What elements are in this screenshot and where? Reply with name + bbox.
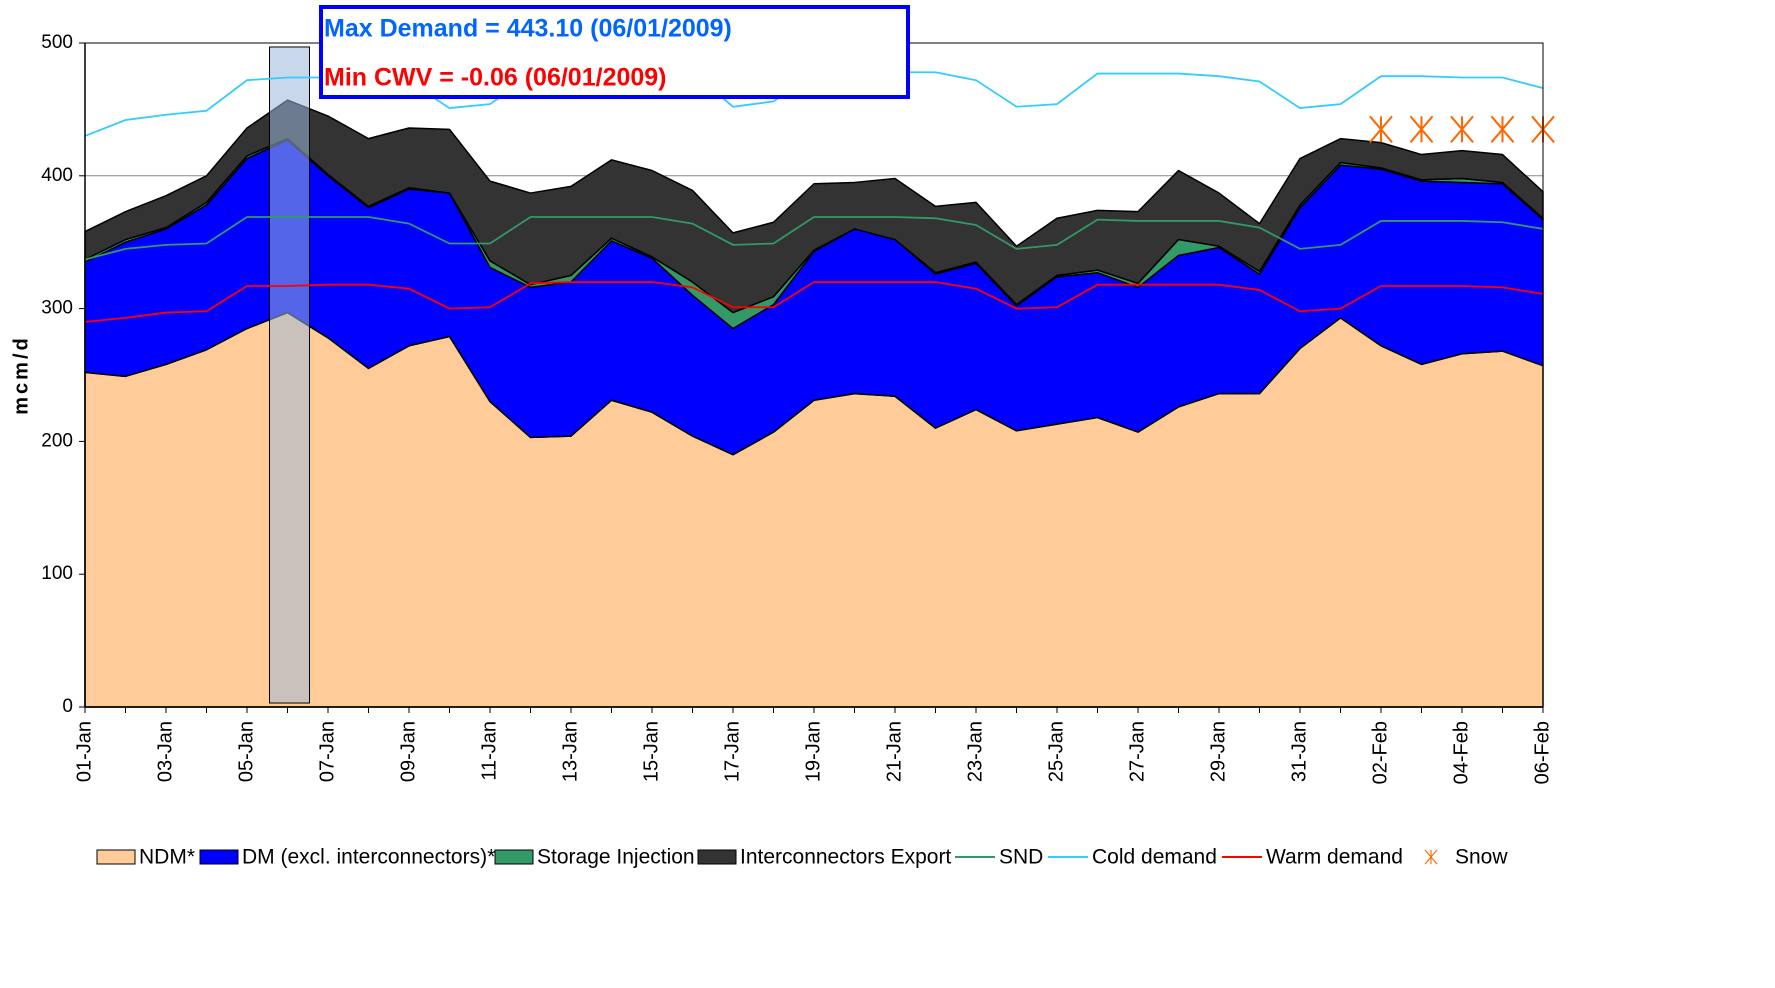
- y-tick-label: 400: [41, 165, 73, 186]
- snow-marker: [1409, 115, 1434, 143]
- x-tick-label: 03-Jan: [154, 721, 176, 782]
- x-tick-label: 19-Jan: [802, 721, 824, 782]
- x-tick-label: 15-Jan: [640, 721, 662, 782]
- x-tick-label: 01-Jan: [73, 721, 95, 782]
- y-tick-label: 300: [41, 298, 73, 319]
- x-tick-label: 11-Jan: [478, 721, 500, 781]
- legend-swatch: [96, 849, 136, 865]
- line: [84, 216, 1544, 261]
- annotation-box: [319, 5, 910, 99]
- x-tick-label: 23-Jan: [964, 721, 986, 782]
- x-tick-label: 29-Jan: [1207, 721, 1229, 782]
- x-tick-label: 05-Jan: [235, 721, 257, 782]
- legend-swatch: [494, 849, 534, 865]
- snow-marker: [1424, 849, 1438, 865]
- legend-swatch: [697, 849, 737, 865]
- y-tick-label: 100: [41, 563, 73, 584]
- x-tick-label: 31-Jan: [1288, 721, 1310, 782]
- y-tick-label: 200: [41, 430, 73, 451]
- legend-label: Cold demand: [1092, 846, 1217, 869]
- x-tick-label: 02-Feb: [1369, 721, 1391, 784]
- legend-swatch: [199, 849, 239, 865]
- x-tick-label: 17-Jan: [721, 721, 743, 782]
- annotation: Max Demand = 443.10 (06/01/2009): [324, 15, 732, 43]
- snow-marker: [1369, 115, 1393, 143]
- legend-label: Warm demand: [1266, 846, 1403, 869]
- highlight-band: [269, 46, 310, 704]
- snow-marker: [1450, 115, 1474, 143]
- y-tick-label: 0: [62, 696, 73, 717]
- y-tick-label: 500: [41, 32, 73, 53]
- legend-label: Snow: [1455, 846, 1508, 869]
- legend-label: Storage Injection: [537, 846, 695, 869]
- snow-marker: [1490, 115, 1515, 143]
- x-tick-label: 25-Jan: [1045, 721, 1067, 782]
- annotation: Min CWV = -0.06 (06/01/2009): [324, 64, 667, 92]
- x-tick-label: 07-Jan: [316, 721, 338, 782]
- legend-label: DM (excl. interconnectors)*: [242, 846, 495, 869]
- x-tick-label: 04-Feb: [1450, 721, 1472, 784]
- x-tick-label: 13-Jan: [559, 721, 581, 782]
- x-tick-label: 21-Jan: [883, 721, 905, 782]
- legend-label: SND: [999, 846, 1043, 869]
- line: [84, 281, 1544, 323]
- x-tick-label: 09-Jan: [397, 721, 419, 782]
- legend-label: NDM*: [139, 846, 195, 869]
- x-tick-label: 06-Feb: [1531, 721, 1553, 784]
- y-axis-label: mcm/d: [10, 335, 32, 414]
- legend-label: Interconnectors Export: [740, 846, 951, 869]
- x-tick-label: 27-Jan: [1126, 721, 1148, 782]
